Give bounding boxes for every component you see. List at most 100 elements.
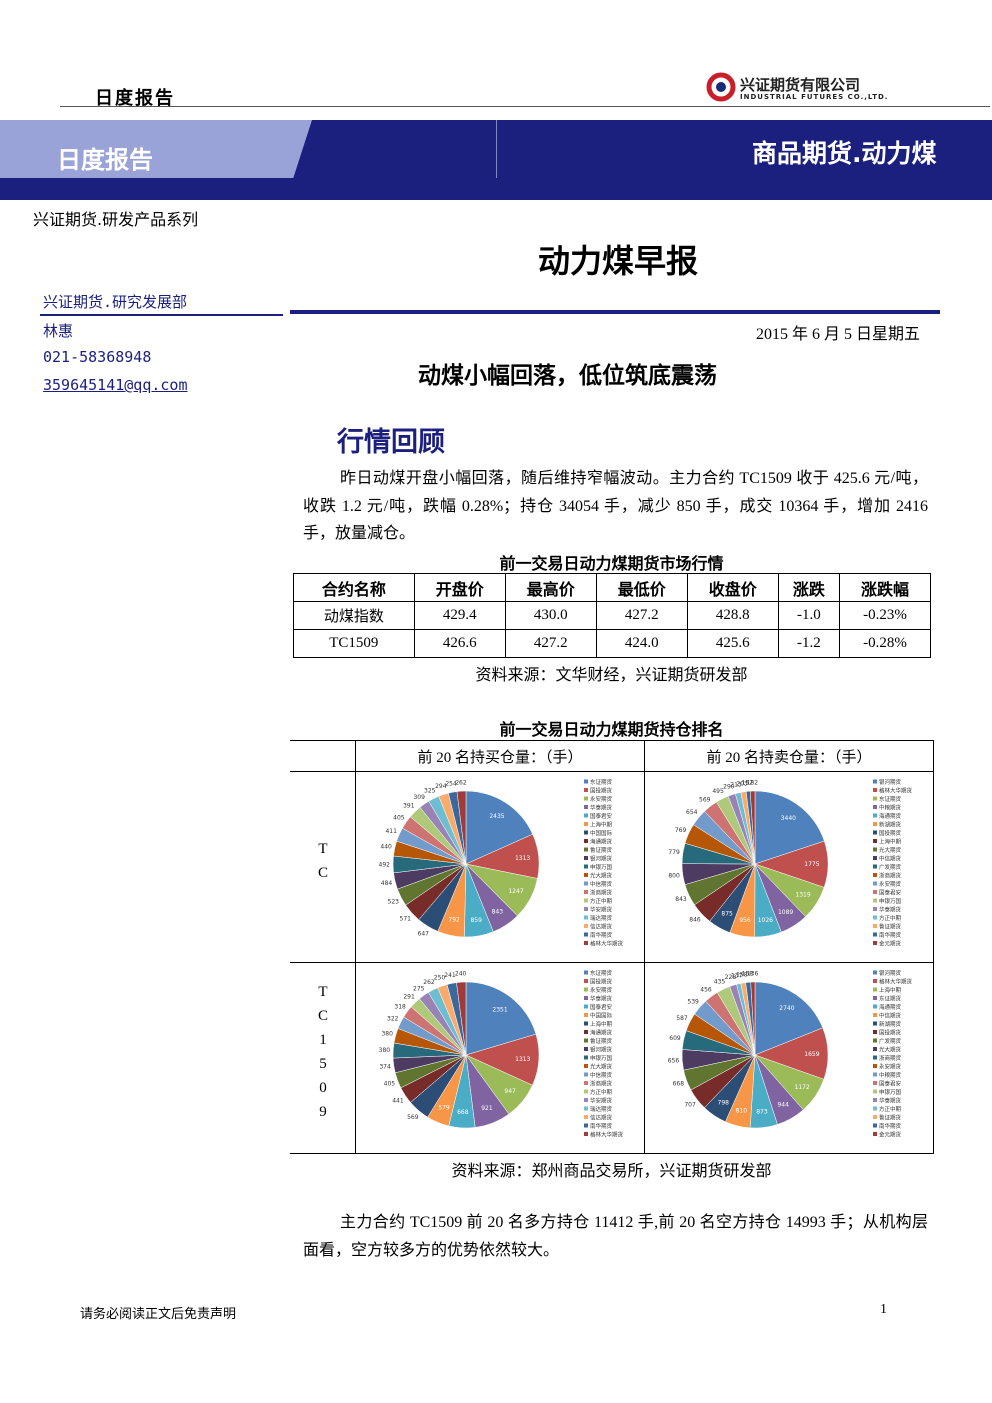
slice-label: 405 (384, 1081, 396, 1088)
legend-label: 中国国际 (590, 1012, 613, 1020)
legend-label: 南华期货 (879, 1122, 902, 1130)
slice-label: 846 (689, 917, 701, 924)
chart-cell: 2351 1313 947 921 668 579 569 441 405 374 380 380 32… (355, 962, 645, 1154)
legend-swatch (584, 987, 588, 992)
legend-label: 华泰期货 (879, 1097, 902, 1105)
legend-swatch (873, 1132, 877, 1136)
legend-swatch (873, 1030, 877, 1034)
slice-label: 523 (388, 898, 400, 905)
slice-label: 250 (434, 975, 446, 982)
legend-swatch (873, 805, 877, 809)
legend-swatch (584, 1038, 588, 1043)
cell: -1.2 (777, 629, 840, 658)
legend-label: 上海中期 (879, 986, 902, 994)
legend-label: 东证期货 (590, 969, 613, 977)
legend-swatch (584, 788, 588, 792)
table-caption: 前一交易日动力煤期货市场行情 (499, 554, 724, 573)
legend-label: 光大期货 (879, 1046, 902, 1054)
title-rule (290, 310, 940, 314)
legend-swatch (584, 1081, 588, 1085)
legend-label: 中国国际 (590, 829, 613, 837)
legend-swatch (584, 970, 588, 975)
slice-label: 1089 (778, 909, 793, 916)
sidebar-name: 林惠 (43, 322, 74, 340)
slice-label: 779 (668, 849, 680, 856)
legend-label: 南华期货 (879, 931, 902, 939)
header-cell: 前 20 名持买仓量：（手） (355, 740, 645, 772)
legend-label: 海通期货 (590, 1029, 613, 1037)
slice-label: 309 (413, 794, 425, 801)
legend-swatch (873, 856, 877, 860)
legend-swatch (584, 1030, 588, 1034)
slice-label: 668 (673, 1080, 685, 1087)
slice-label: 435 (714, 978, 726, 985)
chart-cell: 2435 1313 1247 843 859 792 647 571 523 484 492 440 4… (355, 771, 645, 963)
slice-label: 290 (723, 784, 735, 791)
cell: 430.0 (504, 601, 597, 630)
legend-label: 鲁证期货 (879, 1114, 902, 1122)
doc-title: 动力煤早报 (538, 242, 699, 280)
slice-label: 137 (731, 972, 743, 979)
slice-label: 374 (379, 1064, 391, 1071)
legend-label: 浙商期货 (590, 1080, 613, 1088)
legend-swatch (584, 847, 588, 852)
legend-label: 上海中期 (879, 838, 902, 846)
slice-label: 158 (736, 971, 748, 978)
legend-swatch (873, 907, 877, 911)
legend-swatch (584, 805, 588, 809)
slice-label: 587 (676, 1015, 688, 1022)
cell: 425.6 (686, 629, 779, 658)
cell: 428.8 (686, 601, 779, 630)
legend-label: 华泰期货 (590, 804, 613, 812)
slice-label: 203 (736, 780, 748, 787)
legend-swatch (873, 813, 877, 818)
legend-swatch (584, 813, 588, 818)
legend-swatch (584, 915, 588, 920)
slice-label: 539 (687, 999, 699, 1006)
legend-label: 浙商期货 (590, 889, 613, 897)
legend-label: 华安期货 (590, 1097, 613, 1105)
legend-label: 中粮期货 (879, 804, 902, 812)
legend-label: 国泰君安 (879, 889, 902, 897)
legend-label: 华泰期货 (590, 995, 613, 1003)
legend-label: 新湖期货 (879, 1020, 902, 1028)
slice-label: 921 (481, 1105, 493, 1112)
slice-label: 3440 (781, 815, 796, 822)
legend-swatch (873, 1098, 877, 1102)
legend-swatch (584, 1098, 588, 1102)
table-caption: 前一交易日动力煤期货持仓排名 (499, 720, 724, 739)
legend-label: 国投期货 (590, 787, 613, 795)
sidebar-rule (40, 314, 283, 316)
legend-swatch (584, 873, 588, 877)
legend-swatch (873, 970, 877, 975)
row-label: TC1509 (315, 983, 331, 1128)
legend-label: 中信期货 (590, 1071, 613, 1079)
legend-swatch (873, 1123, 877, 1128)
legend-swatch (584, 822, 588, 826)
disclaimer: 请务必阅读正文后免责声明 (80, 1307, 237, 1322)
legend-label: 方正中期 (879, 914, 902, 922)
legend-label: 国投期货 (879, 829, 902, 837)
legend-swatch (584, 796, 588, 801)
slice-label: 136 (747, 970, 759, 977)
sidebar-email[interactable]: 359645141@qq.com (43, 376, 188, 394)
report-type: 日度报告 (95, 88, 175, 109)
legend-swatch (584, 856, 588, 860)
slice-label: 411 (385, 828, 397, 835)
legend-label: 申银万国 (879, 897, 902, 905)
chart-cell: 3440 1775 1319 1089 1026 956 875 846 843 800 779 76… (644, 771, 934, 963)
pie-slice (456, 981, 467, 1056)
header-cell: 涨跌幅 (838, 573, 932, 602)
slice-label: 843 (492, 909, 504, 916)
slice-label: 262 (455, 779, 467, 786)
section-title: 行情回顾 (337, 427, 445, 458)
legend-swatch (873, 1089, 877, 1094)
legend-swatch (584, 1064, 588, 1068)
slice-label: 391 (403, 803, 415, 810)
legend-label: 银河期货 (879, 778, 902, 786)
slice-label: 707 (684, 1102, 696, 1109)
pie-chart: 3440 1775 1319 1089 1026 956 875 846 843 800 779 76… (668, 778, 912, 948)
paragraph: 昨日动煤开盘小幅回落，随后维持窄幅波动。主力合约 TC1509 收于 425.6… (303, 470, 928, 542)
legend-swatch (584, 1132, 588, 1136)
